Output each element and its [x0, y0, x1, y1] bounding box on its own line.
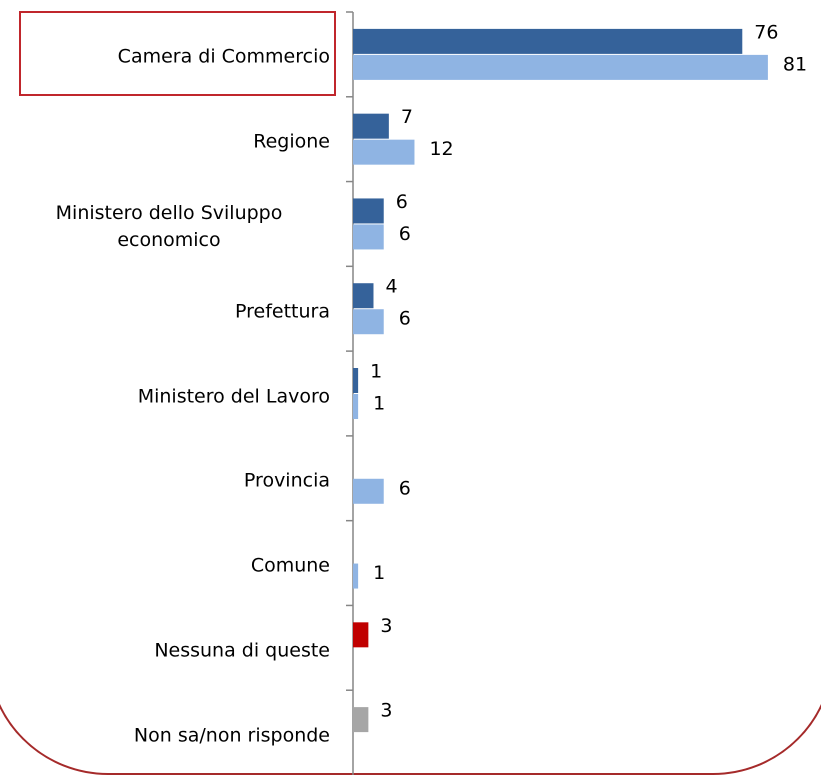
bar: [353, 54, 768, 80]
category-text: Regione: [253, 130, 330, 153]
category-label: Ministero dello Sviluppo economico: [0, 200, 330, 254]
category-label: Regione: [0, 129, 330, 156]
highlight-box: [19, 11, 336, 96]
category-text: Ministero del Lavoro: [137, 385, 330, 407]
bar: [353, 368, 359, 393]
category-label: Non sa/non risponde: [0, 722, 330, 749]
bar: [353, 394, 359, 419]
value-label: 81: [783, 53, 807, 75]
bar: [353, 139, 415, 165]
bar: [353, 28, 743, 54]
value-label: 3: [380, 615, 392, 637]
bar: [353, 563, 359, 589]
bar: [353, 622, 369, 648]
category-label: Ministero del Lavoro: [0, 383, 330, 410]
category-text: Ministero dello Sviluppo economico: [55, 201, 283, 251]
category-text: Nessuna di queste: [154, 639, 330, 662]
value-label: 1: [370, 361, 382, 383]
value-label: 6: [396, 191, 408, 213]
category-text: Camera di Commercio: [117, 45, 330, 68]
category-label: Prefettura: [0, 298, 330, 325]
bar: [353, 198, 384, 224]
value-label: 3: [380, 700, 392, 722]
category-text: Non sa/non risponde: [133, 724, 330, 747]
bar: [353, 113, 389, 139]
value-label: 12: [429, 138, 453, 160]
category-text: Provincia: [243, 469, 330, 492]
value-label: 1: [373, 562, 385, 584]
category-text: Prefettura: [235, 300, 330, 323]
value-label: 7: [401, 106, 413, 128]
value-label: 6: [399, 223, 411, 245]
bar: [353, 309, 384, 335]
value-label: 76: [754, 21, 778, 43]
bar: [353, 224, 384, 250]
category-label: Nessuna di queste: [0, 637, 330, 664]
value-label: 4: [385, 276, 397, 298]
category-label: Camera di Commercio: [0, 44, 330, 71]
category-text: Comune: [250, 554, 330, 577]
bar: [353, 478, 384, 504]
bar: [353, 707, 369, 733]
value-label: 1: [373, 393, 385, 415]
category-label: Comune: [0, 553, 330, 580]
bar: [353, 283, 374, 309]
category-label: Provincia: [0, 468, 330, 495]
value-label: 6: [399, 477, 411, 499]
value-label: 6: [399, 308, 411, 330]
